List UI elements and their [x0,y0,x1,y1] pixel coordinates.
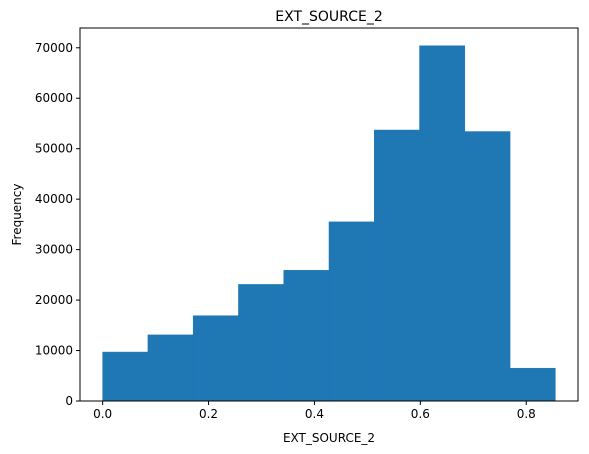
y-tick-label: 50000 [35,142,73,156]
bars-group [102,45,556,402]
x-tick-label: 0.2 [199,407,218,421]
y-axis-ticks: 0 10000 20000 30000 40000 50000 60000 70000 [35,41,80,408]
y-tick-label: 10000 [35,344,73,358]
x-axis-ticks: 0.0 0.2 0.4 0.6 0.8 [93,401,536,421]
chart-title: EXT_SOURCE_2 [275,9,382,25]
histogram-bar-1 [147,334,194,402]
y-tick-label: 30000 [35,243,73,257]
x-axis-label: EXT_SOURCE_2 [283,431,375,445]
x-tick-label: 0.0 [93,407,112,421]
y-tick-label: 40000 [35,192,73,206]
x-tick-label: 0.6 [411,407,430,421]
histogram-bar-6 [374,129,420,402]
histogram-bar-7 [419,45,466,402]
histogram-bar-2 [192,315,239,402]
y-tick-label: 0 [65,394,73,408]
y-axis-label: Frequency [10,184,24,246]
y-tick-label: 20000 [35,293,73,307]
histogram-bar-3 [238,284,284,402]
x-tick-label: 0.4 [305,407,324,421]
histogram-bar-4 [283,270,330,402]
histogram-bar-8 [464,131,511,402]
y-tick-label: 60000 [35,91,73,105]
y-tick-label: 70000 [35,41,73,55]
x-tick-label: 0.8 [517,407,536,421]
histogram-bar-0 [102,351,149,402]
plot-frame [79,27,579,402]
histogram-bar-5 [328,221,375,402]
histogram-bar-9 [509,367,556,402]
